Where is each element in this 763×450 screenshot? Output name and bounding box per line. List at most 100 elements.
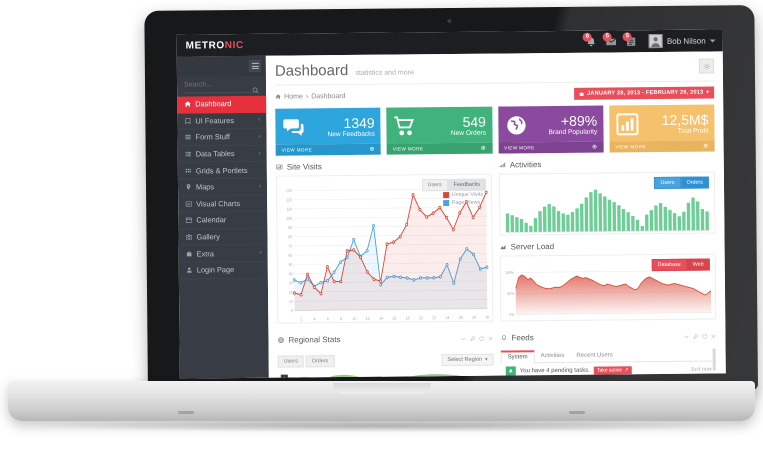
bell-icon[interactable]: 6	[582, 32, 598, 48]
briefcase-icon	[185, 250, 193, 257]
sidebar-item-maps[interactable]: Maps ‹	[177, 178, 268, 197]
chart-icon	[184, 200, 192, 207]
webcam-icon	[447, 18, 452, 24]
sidebar-toggle-icon[interactable]	[248, 59, 261, 72]
app-topbar: METRONIC 6 5 5	[176, 29, 723, 57]
tab-users[interactable]: Users	[277, 355, 304, 368]
chevron-left-icon: ‹	[258, 133, 261, 140]
stat-card-orders[interactable]: 549 New Orders VIEW MORE ⊕	[386, 106, 493, 155]
sidebar-item-label: Calendar	[196, 215, 227, 225]
svg-text:100%: 100%	[505, 271, 514, 275]
stat-card-brand-popularity[interactable]: +89% Brand Popularity VIEW MORE ⊕	[497, 105, 604, 154]
tab-feedbacks[interactable]: Feedbacks	[447, 178, 487, 192]
sidebar-item-label: Login Page	[196, 265, 235, 275]
svg-text:100: 100	[286, 217, 292, 221]
sidebar-item-ui-features[interactable]: UI Features ‹	[177, 112, 267, 130]
laptop-screen: METRONIC 6 5 5	[176, 29, 726, 379]
sidebar-item-label: Extra	[196, 248, 214, 259]
view-more-button[interactable]: VIEW MORE ⊕	[386, 142, 493, 155]
sidebar-item-calendar[interactable]: Calendar	[178, 211, 268, 230]
chevron-down-icon[interactable]	[460, 329, 466, 347]
legend-page-views[interactable]: Page Views	[442, 200, 483, 207]
feed-timestamp: Just now	[690, 366, 712, 373]
wrench-icon[interactable]	[692, 327, 698, 345]
sidebar-item-dashboard[interactable]: Dashboard	[177, 95, 267, 114]
envelope-icon[interactable]: 5	[602, 31, 618, 48]
zoom-in-button[interactable]: +	[280, 374, 288, 378]
tab-activities[interactable]: Activities	[540, 352, 565, 360]
scrollbar[interactable]	[712, 348, 716, 371]
take-action-button[interactable]: Take action ↗	[593, 366, 632, 375]
site-visits-chart: Users Feedbacks Unique Visits Page Views…	[275, 173, 494, 324]
tab-orders[interactable]: Orders	[680, 176, 710, 189]
sidebar-item-visual-charts[interactable]: Visual Charts	[178, 195, 268, 213]
breadcrumb-separator: ›	[305, 92, 309, 100]
list-icon	[184, 134, 192, 141]
sidebar-item-data-tables[interactable]: Data Tables ‹	[177, 145, 267, 164]
svg-text:14: 14	[379, 316, 384, 320]
search-input[interactable]	[183, 80, 253, 89]
search-box[interactable]	[183, 75, 260, 94]
sidebar-item-extra[interactable]: Extra ‹	[178, 245, 268, 263]
page-header: Dashboard statistics and more	[266, 51, 723, 80]
envelope-badge: 5	[602, 31, 612, 42]
tab-orders[interactable]: Orders	[305, 355, 335, 368]
svg-text:90: 90	[288, 226, 292, 230]
sidebar-item-label: Form Stuff	[195, 132, 230, 142]
portlet-header: Activities	[499, 158, 715, 173]
map-shapes	[291, 374, 484, 378]
view-more-button[interactable]: VIEW MORE ⊕	[609, 140, 715, 153]
svg-text:12: 12	[366, 317, 370, 321]
portlet-header: Server Load	[500, 240, 716, 255]
tab-users[interactable]: Users	[421, 179, 448, 192]
legend-unique-visits[interactable]: Unique Visits	[442, 192, 483, 199]
tab-users[interactable]: Users	[654, 176, 681, 190]
view-more-button[interactable]: VIEW MORE ⊕	[275, 143, 381, 156]
bell-icon	[500, 334, 507, 341]
refresh-icon[interactable]	[478, 329, 484, 347]
chevron-down-icon[interactable]	[683, 327, 689, 345]
chevron-down-icon	[709, 38, 716, 43]
page-title-text: Dashboard	[274, 61, 349, 80]
world-map[interactable]: + −	[277, 369, 495, 378]
sidebar-item-login-page[interactable]: Login Page	[178, 261, 268, 280]
breadcrumb-home[interactable]: Home	[275, 93, 303, 100]
tasks-icon[interactable]: 5	[622, 31, 638, 48]
stat-value: 12,5M$	[661, 111, 709, 128]
sidebar-item-gallery[interactable]: Gallery	[178, 228, 268, 246]
wrench-icon[interactable]	[469, 329, 475, 347]
svg-text:18: 18	[406, 316, 410, 320]
close-icon[interactable]	[710, 326, 716, 344]
list-item[interactable]: You have 4 pending tasks. Take action ↗ …	[501, 361, 717, 377]
cart-icon	[393, 114, 417, 138]
sidebar-item-label: Gallery	[196, 232, 220, 242]
tab-system[interactable]: System	[500, 350, 535, 364]
user-icon	[185, 267, 193, 274]
svg-text:28: 28	[472, 315, 476, 319]
tab-database[interactable]: Database	[651, 258, 687, 272]
view-more-button[interactable]: VIEW MORE ⊕	[498, 141, 604, 154]
tab-web[interactable]: Web	[686, 258, 710, 271]
close-icon[interactable]	[487, 329, 493, 347]
svg-text:30: 30	[289, 281, 293, 285]
daterange-picker[interactable]: JANUARY 28, 2013 - FEBRUARY 26, 2013 ▾	[574, 86, 715, 100]
user-menu[interactable]: Bob Nilson	[645, 33, 716, 49]
search-icon[interactable]	[252, 80, 259, 93]
brand-logo[interactable]: METRONIC	[186, 39, 244, 51]
laptop-lid: METRONIC 6 5 5	[144, 5, 758, 396]
select-region-dropdown[interactable]: Select Region ▾	[441, 353, 494, 367]
stat-card-total-profit[interactable]: 12,5M$ Total Profit VIEW MORE ⊕	[608, 104, 715, 153]
sidebar-item-grids-portlets[interactable]: Grids & Portlets	[177, 162, 267, 180]
stat-card-feedbacks[interactable]: 1349 New Feedbacks VIEW MORE ⊕	[275, 107, 381, 156]
tab-recent-users[interactable]: Recent Users	[576, 352, 613, 359]
sidebar-item-form-stuff[interactable]: Form Stuff ‹	[177, 128, 267, 147]
server-load-plot: 0% 50% 100%	[505, 270, 712, 317]
gear-icon[interactable]	[698, 58, 714, 74]
chart-legend: Unique Visits Page Views	[442, 192, 484, 208]
chevron-left-icon: ‹	[258, 183, 262, 190]
breadcrumb-current: Dashboard	[311, 92, 346, 100]
stat-value: 1349	[343, 114, 375, 131]
refresh-icon[interactable]	[701, 327, 707, 345]
laptop-shadow	[34, 420, 729, 432]
